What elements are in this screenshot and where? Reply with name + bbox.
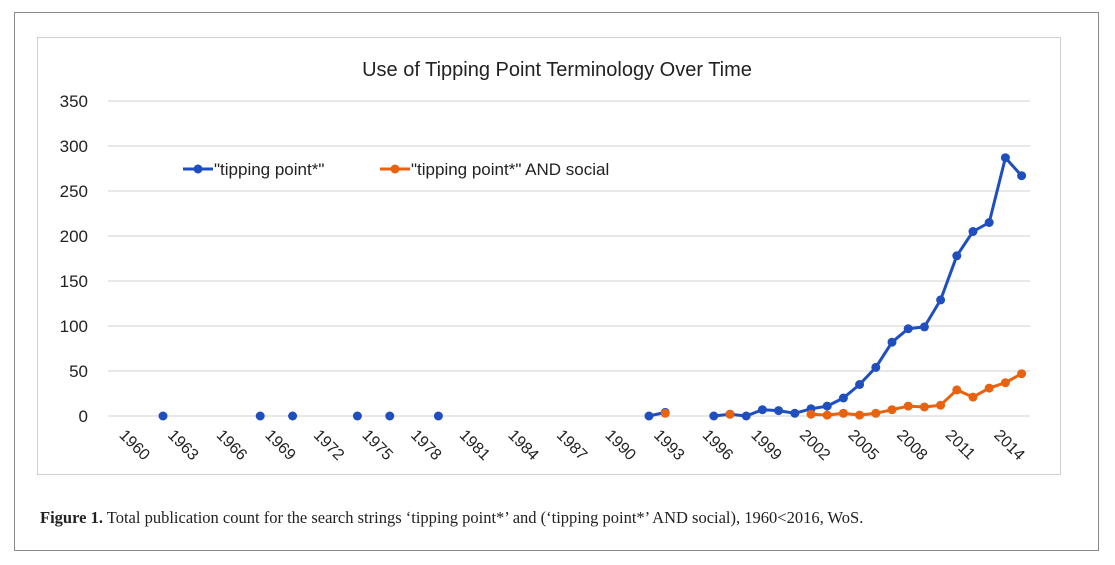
x-tick-label: 1993 bbox=[650, 427, 687, 464]
data-point-0 bbox=[774, 406, 784, 416]
data-point-0 bbox=[757, 405, 767, 415]
y-tick-label: 50 bbox=[69, 362, 88, 381]
data-point-1 bbox=[871, 408, 881, 418]
legend-label-0: "tipping point*" bbox=[214, 160, 324, 179]
x-tick-label: 2002 bbox=[796, 427, 833, 464]
data-point-0 bbox=[385, 411, 395, 421]
caption-text: Total publication count for the search s… bbox=[102, 508, 864, 527]
figure-frame bbox=[14, 12, 1099, 551]
data-point-1 bbox=[887, 405, 897, 415]
data-point-0 bbox=[822, 401, 832, 411]
y-tick-label: 200 bbox=[60, 227, 88, 246]
y-tick-label: 0 bbox=[79, 407, 88, 426]
x-tick-label: 1987 bbox=[553, 427, 590, 464]
data-point-0 bbox=[903, 324, 913, 334]
y-tick-label: 250 bbox=[60, 182, 88, 201]
data-point-0 bbox=[288, 411, 298, 421]
x-tick-label: 2008 bbox=[893, 427, 930, 464]
data-point-1 bbox=[660, 408, 670, 418]
data-point-1 bbox=[1017, 369, 1027, 379]
data-point-1 bbox=[1000, 378, 1010, 388]
data-point-0 bbox=[871, 362, 881, 372]
data-point-1 bbox=[806, 409, 816, 419]
x-tick-label: 1960 bbox=[116, 427, 153, 464]
y-tick-label: 150 bbox=[60, 272, 88, 291]
data-point-0 bbox=[790, 408, 800, 418]
figure-caption: Figure 1. Total publication count for th… bbox=[40, 508, 863, 528]
data-point-0 bbox=[887, 337, 897, 347]
data-point-0 bbox=[644, 411, 654, 421]
data-point-1 bbox=[725, 409, 735, 419]
data-point-1 bbox=[838, 408, 848, 418]
data-point-0 bbox=[709, 411, 719, 421]
data-point-0 bbox=[741, 411, 751, 421]
data-point-0 bbox=[968, 227, 978, 236]
data-point-0 bbox=[158, 411, 168, 421]
chart-title: Use of Tipping Point Terminology Over Ti… bbox=[362, 59, 752, 81]
data-point-1 bbox=[855, 410, 865, 420]
x-tick-label: 1990 bbox=[602, 427, 639, 464]
line-chart: Use of Tipping Point Terminology Over Ti… bbox=[60, 59, 1030, 464]
x-tick-label: 1981 bbox=[456, 427, 493, 464]
data-point-1 bbox=[984, 383, 994, 393]
y-tick-label: 300 bbox=[60, 137, 88, 156]
data-point-1 bbox=[822, 410, 832, 420]
x-tick-label: 1984 bbox=[504, 427, 541, 464]
series-line-0 bbox=[713, 156, 1023, 418]
data-point-0 bbox=[433, 411, 443, 421]
data-point-0 bbox=[936, 295, 946, 305]
caption-label: Figure 1. bbox=[40, 508, 103, 527]
y-tick-label: 350 bbox=[60, 92, 88, 111]
data-point-0 bbox=[952, 251, 962, 261]
data-point-1 bbox=[903, 401, 913, 411]
data-point-0 bbox=[838, 393, 848, 403]
x-tick-label: 1966 bbox=[213, 427, 250, 464]
y-tick-label: 100 bbox=[60, 317, 88, 336]
data-point-0 bbox=[1017, 171, 1027, 181]
x-tick-label: 1996 bbox=[699, 427, 736, 464]
data-point-0 bbox=[1000, 153, 1010, 163]
data-point-0 bbox=[255, 411, 265, 421]
data-point-0 bbox=[919, 322, 929, 332]
data-point-1 bbox=[968, 392, 978, 402]
x-tick-label: 2014 bbox=[990, 427, 1027, 464]
x-tick-label: 1963 bbox=[164, 427, 201, 464]
data-point-0 bbox=[984, 218, 994, 227]
data-point-0 bbox=[352, 411, 362, 421]
x-tick-label: 1969 bbox=[261, 427, 298, 464]
x-tick-label: 1999 bbox=[747, 427, 784, 464]
data-point-1 bbox=[919, 402, 929, 412]
legend-marker-1 bbox=[390, 164, 400, 174]
data-point-0 bbox=[855, 380, 865, 389]
chart-area bbox=[37, 37, 1061, 475]
x-tick-label: 2005 bbox=[845, 427, 882, 464]
x-tick-label: 2011 bbox=[942, 427, 978, 463]
data-point-1 bbox=[936, 400, 946, 410]
legend-label-1: "tipping point*" AND social bbox=[411, 160, 609, 179]
legend-marker-0 bbox=[193, 164, 203, 174]
x-tick-label: 1978 bbox=[407, 427, 444, 464]
x-tick-label: 1975 bbox=[359, 427, 396, 464]
data-point-1 bbox=[952, 385, 962, 395]
x-tick-label: 1972 bbox=[310, 427, 347, 464]
